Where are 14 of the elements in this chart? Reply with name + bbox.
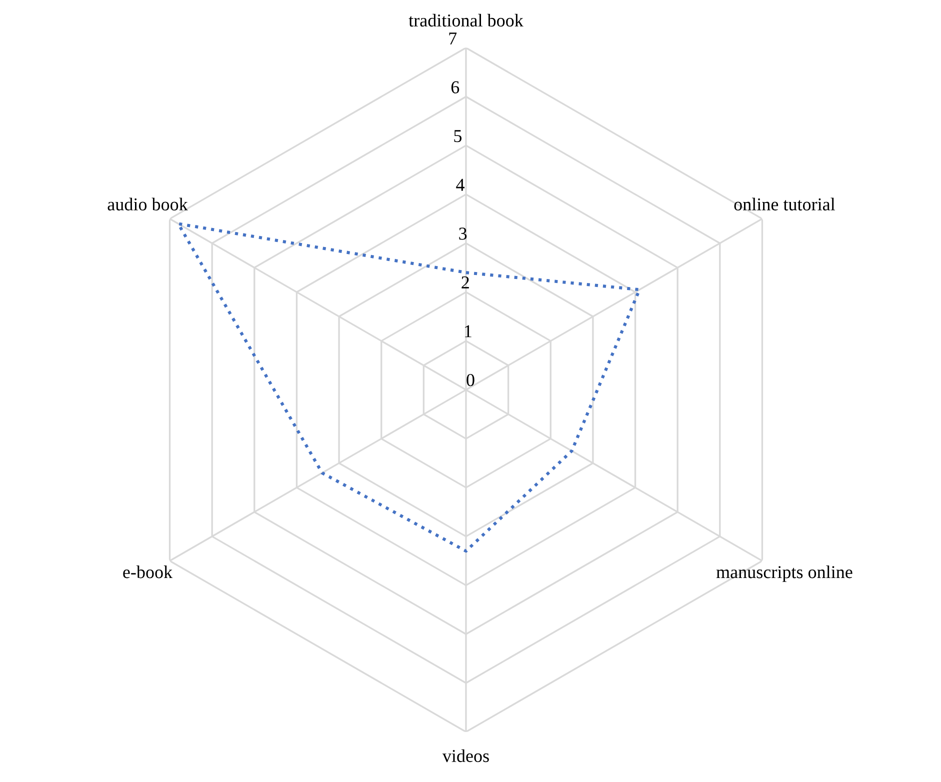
y-tick-label: 1 (465, 325, 472, 338)
y-tick-label: 7 (449, 32, 457, 44)
spoke-label: online tutorial (734, 198, 835, 210)
spoke-label: e-book (123, 566, 173, 578)
y-tick-label: 6 (451, 81, 460, 94)
y-tick-label: 3 (459, 228, 467, 240)
spoke-label: manuscripts online (716, 566, 852, 582)
spoke-label: audio book (108, 198, 188, 210)
y-tick-label: 2 (462, 276, 469, 288)
spoke-label: traditional book (408, 14, 524, 27)
y-tick-label: 0 (466, 374, 474, 386)
spoke-label: videos (442, 749, 489, 762)
y-tick-label: 4 (456, 178, 464, 191)
y-tick-label: 5 (454, 130, 462, 142)
